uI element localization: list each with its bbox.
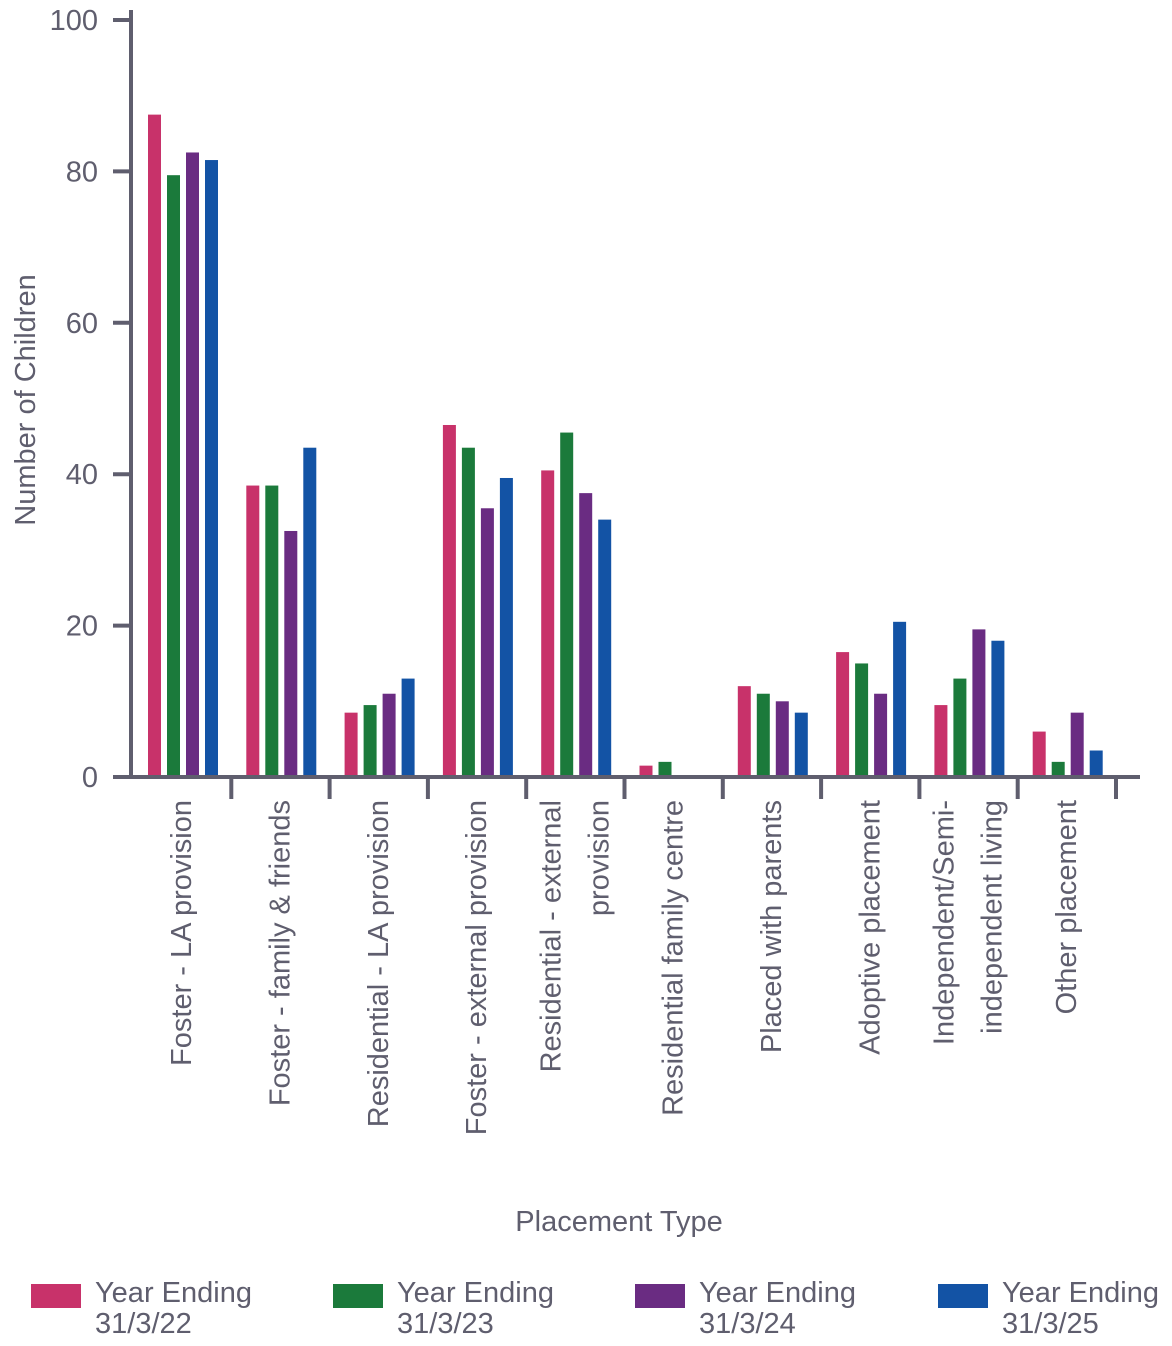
legend-label: Year Ending 31/3/24 <box>699 1278 879 1340</box>
bar-1-3 <box>344 712 358 777</box>
x-tick-label: Residential - LA provision <box>363 800 395 1127</box>
bar-2-6 <box>658 761 672 777</box>
x-tick-label: Foster - family & friends <box>264 800 296 1106</box>
y-tick-label: 0 <box>82 762 98 794</box>
bar-2-7 <box>756 693 770 777</box>
legend-item-1: Year Ending 31/3/22 <box>31 1278 275 1340</box>
x-tick-label: Independent/Semi- <box>929 800 961 1045</box>
legend-item-2: Year Ending 31/3/23 <box>333 1278 577 1340</box>
bar-3-8 <box>874 693 888 777</box>
bar-2-8 <box>855 663 869 777</box>
x-tick-label: Other placement <box>1051 800 1083 1014</box>
bar-1-5 <box>541 470 555 777</box>
bar-3-4 <box>480 508 494 777</box>
bar-1-10 <box>1032 731 1046 777</box>
legend-label: Year Ending 31/3/22 <box>95 1278 275 1340</box>
bar-1-2 <box>246 485 260 777</box>
bar-4-2 <box>303 447 317 777</box>
bar-3-1 <box>186 152 199 778</box>
x-tick-label: Foster - LA provision <box>166 800 198 1066</box>
bar-3-7 <box>775 701 789 777</box>
bar-2-9 <box>953 678 967 777</box>
legend-label-line: Year Ending <box>397 1277 554 1309</box>
legend-swatch <box>31 1284 81 1308</box>
legend-swatch <box>333 1284 383 1308</box>
x-tick-label: Residential family centre <box>658 800 690 1116</box>
x-tick-label: Residential - external <box>535 800 567 1072</box>
x-axis-title: Placement Type <box>515 1206 722 1238</box>
bar-chart: 0 20 40 60 80 100 Foster - LA provision Foster … <box>10 5 1140 1238</box>
legend-label-line: 31/3/25 <box>1002 1308 1099 1340</box>
x-tick-label: Adoptive placement <box>854 800 886 1055</box>
x-tick-label: Placed with parents <box>756 800 788 1053</box>
legend-label: Year Ending 31/3/23 <box>397 1278 577 1340</box>
legend-swatch <box>635 1284 685 1308</box>
bar-1-6 <box>639 765 653 777</box>
legend-item-3: Year Ending 31/3/24 <box>635 1278 879 1340</box>
bar-4-4 <box>499 477 513 777</box>
x-tick-label: independent living <box>977 800 1009 1034</box>
legend-label-line: Year Ending <box>95 1277 252 1309</box>
bar-2-2 <box>265 485 279 777</box>
y-tick-label: 40 <box>66 459 98 491</box>
legend-label-line: Year Ending <box>1002 1277 1159 1309</box>
bar-4-5 <box>598 519 612 777</box>
legend-label-line: 31/3/23 <box>397 1308 494 1340</box>
x-tick-label: Foster - external provision <box>461 800 493 1135</box>
bar-2-4 <box>461 447 475 777</box>
bar-1-9 <box>934 705 948 777</box>
y-tick-label: 20 <box>66 611 98 643</box>
legend-item-4: Year Ending 31/3/25 <box>938 1278 1172 1340</box>
x-tick-label: provision <box>583 800 615 916</box>
bar-4-8 <box>893 621 907 777</box>
y-tick-label: 100 <box>50 5 98 37</box>
bar-2-3 <box>363 705 377 777</box>
y-axis-title: Number of Children <box>10 274 42 525</box>
legend-label-line: Year Ending <box>699 1277 856 1309</box>
legend-swatch <box>938 1284 988 1308</box>
bar-4-1 <box>205 160 218 778</box>
legend-label-line: 31/3/22 <box>95 1308 192 1340</box>
legend-label-line: 31/3/24 <box>699 1308 796 1340</box>
bar-3-2 <box>284 530 298 777</box>
bar-1-7 <box>737 686 751 777</box>
bar-2-10 <box>1051 761 1065 777</box>
bar-3-10 <box>1070 712 1084 777</box>
legend-label: Year Ending 31/3/25 <box>1002 1278 1172 1340</box>
bar-4-3 <box>401 678 415 777</box>
bar-4-7 <box>794 712 808 777</box>
bar-1-4 <box>442 424 456 777</box>
bar-2-5 <box>560 432 574 777</box>
bar-1-1 <box>148 114 161 777</box>
bar-4-9 <box>991 640 1005 777</box>
y-tick-label: 60 <box>66 308 98 340</box>
y-tick-label: 80 <box>66 156 98 188</box>
chart-legend: Year Ending 31/3/22 Year Ending 31/3/23 Year… <box>0 1278 1172 1346</box>
bar-3-5 <box>579 493 593 777</box>
bar-2-1 <box>167 175 180 777</box>
bar-3-3 <box>382 693 396 777</box>
bar-4-10 <box>1089 750 1103 777</box>
bar-1-8 <box>836 652 850 777</box>
bar-3-9 <box>972 629 986 777</box>
